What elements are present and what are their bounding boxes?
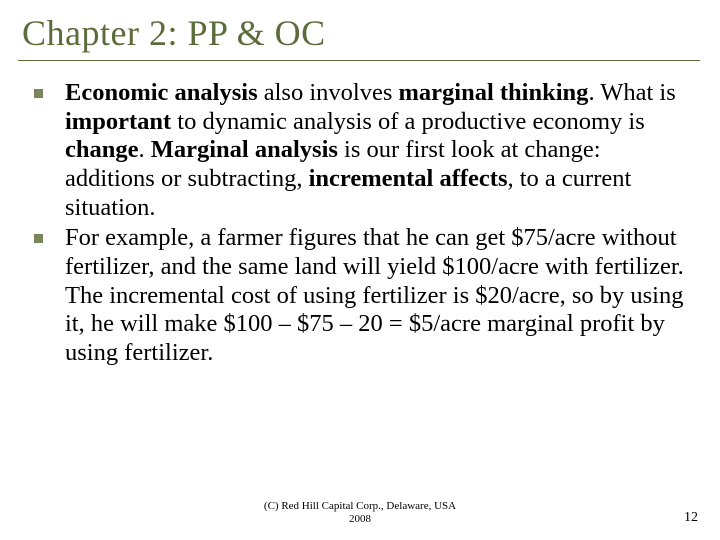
bullet-item: For example, a farmer figures that he ca…	[34, 224, 694, 367]
title-underline	[18, 60, 700, 61]
slide-title: Chapter 2: PP & OC	[22, 12, 694, 60]
footer: (C) Red Hill Capital Corp., Delaware, US…	[0, 500, 720, 526]
slide-content: Economic analysis also involves marginal…	[20, 79, 694, 368]
bullet-item: Economic analysis also involves marginal…	[34, 79, 694, 222]
footer-line1: (C) Red Hill Capital Corp., Delaware, US…	[264, 500, 456, 512]
footer-line2: 2008	[349, 513, 371, 525]
square-bullet-icon	[34, 234, 43, 243]
bullet-text: Economic analysis also involves marginal…	[65, 79, 694, 222]
bullet-text: For example, a farmer figures that he ca…	[65, 224, 694, 367]
square-bullet-icon	[34, 89, 43, 98]
page-number: 12	[684, 510, 698, 526]
slide: Chapter 2: PP & OC Economic analysis als…	[0, 0, 720, 540]
